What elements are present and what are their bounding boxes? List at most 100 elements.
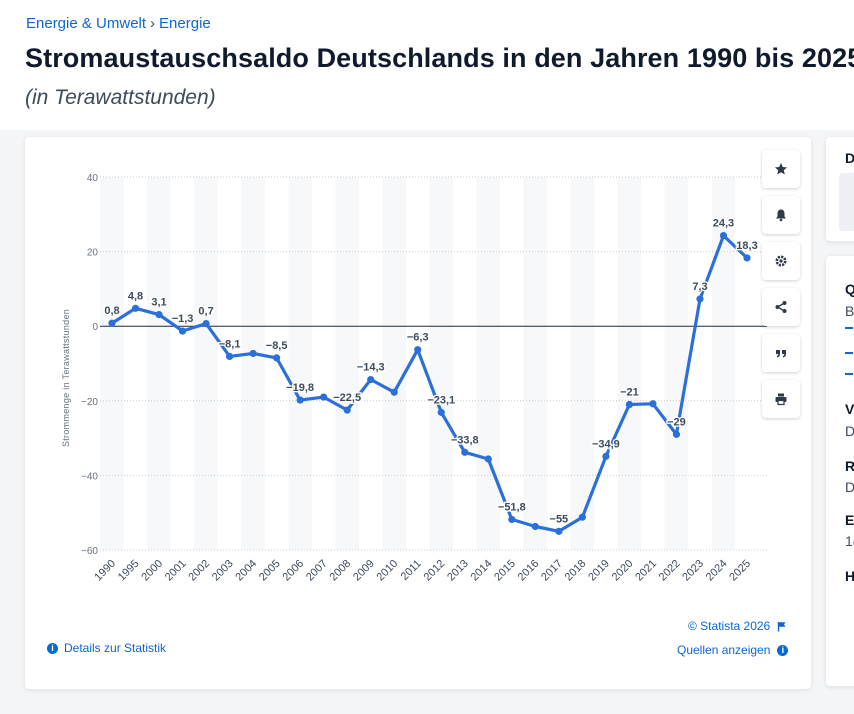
plot-band [288, 177, 312, 550]
side-panel-button[interactable] [839, 173, 854, 231]
data-point[interactable] [367, 375, 375, 384]
data-point[interactable] [343, 406, 351, 414]
breadcrumb: Energie & Umwelt › Energie [26, 15, 211, 32]
data-label: −23,1 [427, 394, 455, 406]
print-icon [775, 393, 787, 406]
x-tick-label: 2003 [210, 558, 236, 584]
x-tick-label: 2004 [233, 558, 259, 584]
data-label: 24,3 [713, 218, 734, 230]
data-point[interactable] [414, 346, 422, 354]
data-point[interactable] [155, 311, 163, 319]
data-point[interactable] [578, 513, 586, 521]
plot-band [429, 177, 454, 550]
data-point[interactable] [625, 400, 634, 409]
data-point[interactable] [178, 327, 187, 335]
data-label: −19,8 [286, 382, 314, 394]
data-point[interactable] [649, 400, 657, 408]
x-tick-label: 2006 [280, 558, 306, 584]
x-tick-label: 2010 [375, 558, 401, 584]
side-item: R [845, 458, 854, 474]
data-point[interactable] [249, 349, 257, 358]
details-link[interactable]: i Details zur Statistik [47, 641, 166, 655]
plot-band [664, 177, 689, 550]
x-tick-label: 2001 [163, 558, 189, 584]
series-line [110, 233, 749, 533]
x-tick-label: 2015 [492, 558, 518, 584]
data-label: −8,1 [219, 338, 241, 350]
data-label: −22,5 [333, 392, 361, 404]
x-tick-label: 2019 [586, 558, 612, 584]
data-point[interactable] [296, 396, 304, 404]
data-point[interactable] [437, 408, 445, 416]
line-chart: 40 20 0 −20 −40 −60 Strommenge in Terawattstu… [61, 173, 767, 584]
copyright-text: © Statista 2026 [688, 619, 771, 633]
data-point[interactable] [672, 430, 681, 438]
data-label: −29 [667, 416, 686, 428]
x-tick-label: 2017 [539, 558, 565, 584]
side-panel-heading: D [845, 150, 854, 166]
page-header: Energie & Umwelt › Energie Stromaustauschs… [0, 0, 854, 130]
y-tick-label: 20 [87, 248, 99, 259]
side-item: H [845, 568, 854, 584]
breadcrumb-item-energie-umwelt[interactable]: Energie & Umwelt [26, 15, 147, 32]
data-point[interactable] [390, 388, 398, 396]
data-point[interactable] [320, 393, 328, 401]
data-point[interactable] [202, 319, 210, 328]
x-tick-label: 2012 [422, 558, 448, 584]
side-link-marker[interactable] [845, 327, 853, 329]
cite-button[interactable] [762, 334, 800, 372]
side-link-marker[interactable] [845, 373, 853, 375]
data-label: −8,5 [266, 340, 288, 352]
side-item: Q [845, 281, 854, 297]
data-label: −55 [550, 513, 569, 525]
settings-button[interactable] [762, 242, 800, 280]
star-icon [775, 163, 787, 175]
data-label: 3,1 [151, 297, 166, 309]
breadcrumb-item-energie[interactable]: Energie [159, 15, 211, 32]
data-point[interactable] [555, 527, 563, 535]
data-point[interactable] [719, 231, 728, 240]
x-tick-label: 2011 [399, 558, 424, 583]
sources-link[interactable]: Quellen anzeigen i [677, 643, 789, 657]
data-point[interactable] [131, 304, 140, 312]
side-link-marker[interactable] [845, 352, 853, 354]
y-axis-label: Strommenge in Terawattstunden [61, 309, 71, 447]
plot-band [194, 177, 218, 550]
plot-band [382, 177, 406, 550]
data-label: −21 [620, 387, 639, 399]
x-tick-label: 2024 [704, 558, 730, 584]
share-icon [775, 301, 787, 313]
plot-band [147, 177, 171, 550]
share-button[interactable] [762, 288, 800, 326]
data-point[interactable] [602, 452, 610, 460]
x-tick-label: 2018 [563, 558, 589, 584]
data-point[interactable] [484, 455, 492, 463]
data-point[interactable] [508, 515, 516, 524]
bell-icon [776, 209, 786, 222]
data-point[interactable] [225, 352, 234, 361]
data-point[interactable] [461, 448, 469, 456]
data-label: 18,3 [736, 240, 757, 252]
favorite-button[interactable] [762, 150, 800, 188]
print-button[interactable] [762, 380, 800, 418]
data-label: −1,3 [172, 313, 194, 325]
data-point[interactable] [531, 522, 539, 531]
alert-button[interactable] [762, 196, 800, 234]
side-panel-top: D [826, 137, 854, 241]
data-label: −33,8 [451, 434, 479, 446]
data-point[interactable] [273, 354, 281, 362]
side-item: V [845, 401, 854, 417]
plot-band [241, 177, 265, 550]
data-label: 0,8 [104, 305, 119, 317]
data-point[interactable] [743, 254, 751, 262]
x-tick-label: 2007 [304, 558, 330, 584]
x-tick-label: 2008 [328, 558, 354, 584]
data-point[interactable] [108, 319, 116, 327]
copyright-link[interactable]: © Statista 2026 [688, 619, 787, 633]
data-point[interactable] [696, 295, 704, 303]
side-item: B [845, 303, 854, 319]
x-tick-label: 2009 [351, 558, 377, 584]
info-icon: i [777, 644, 789, 656]
x-tick-label: 1990 [92, 558, 118, 584]
plot-band [711, 177, 736, 550]
